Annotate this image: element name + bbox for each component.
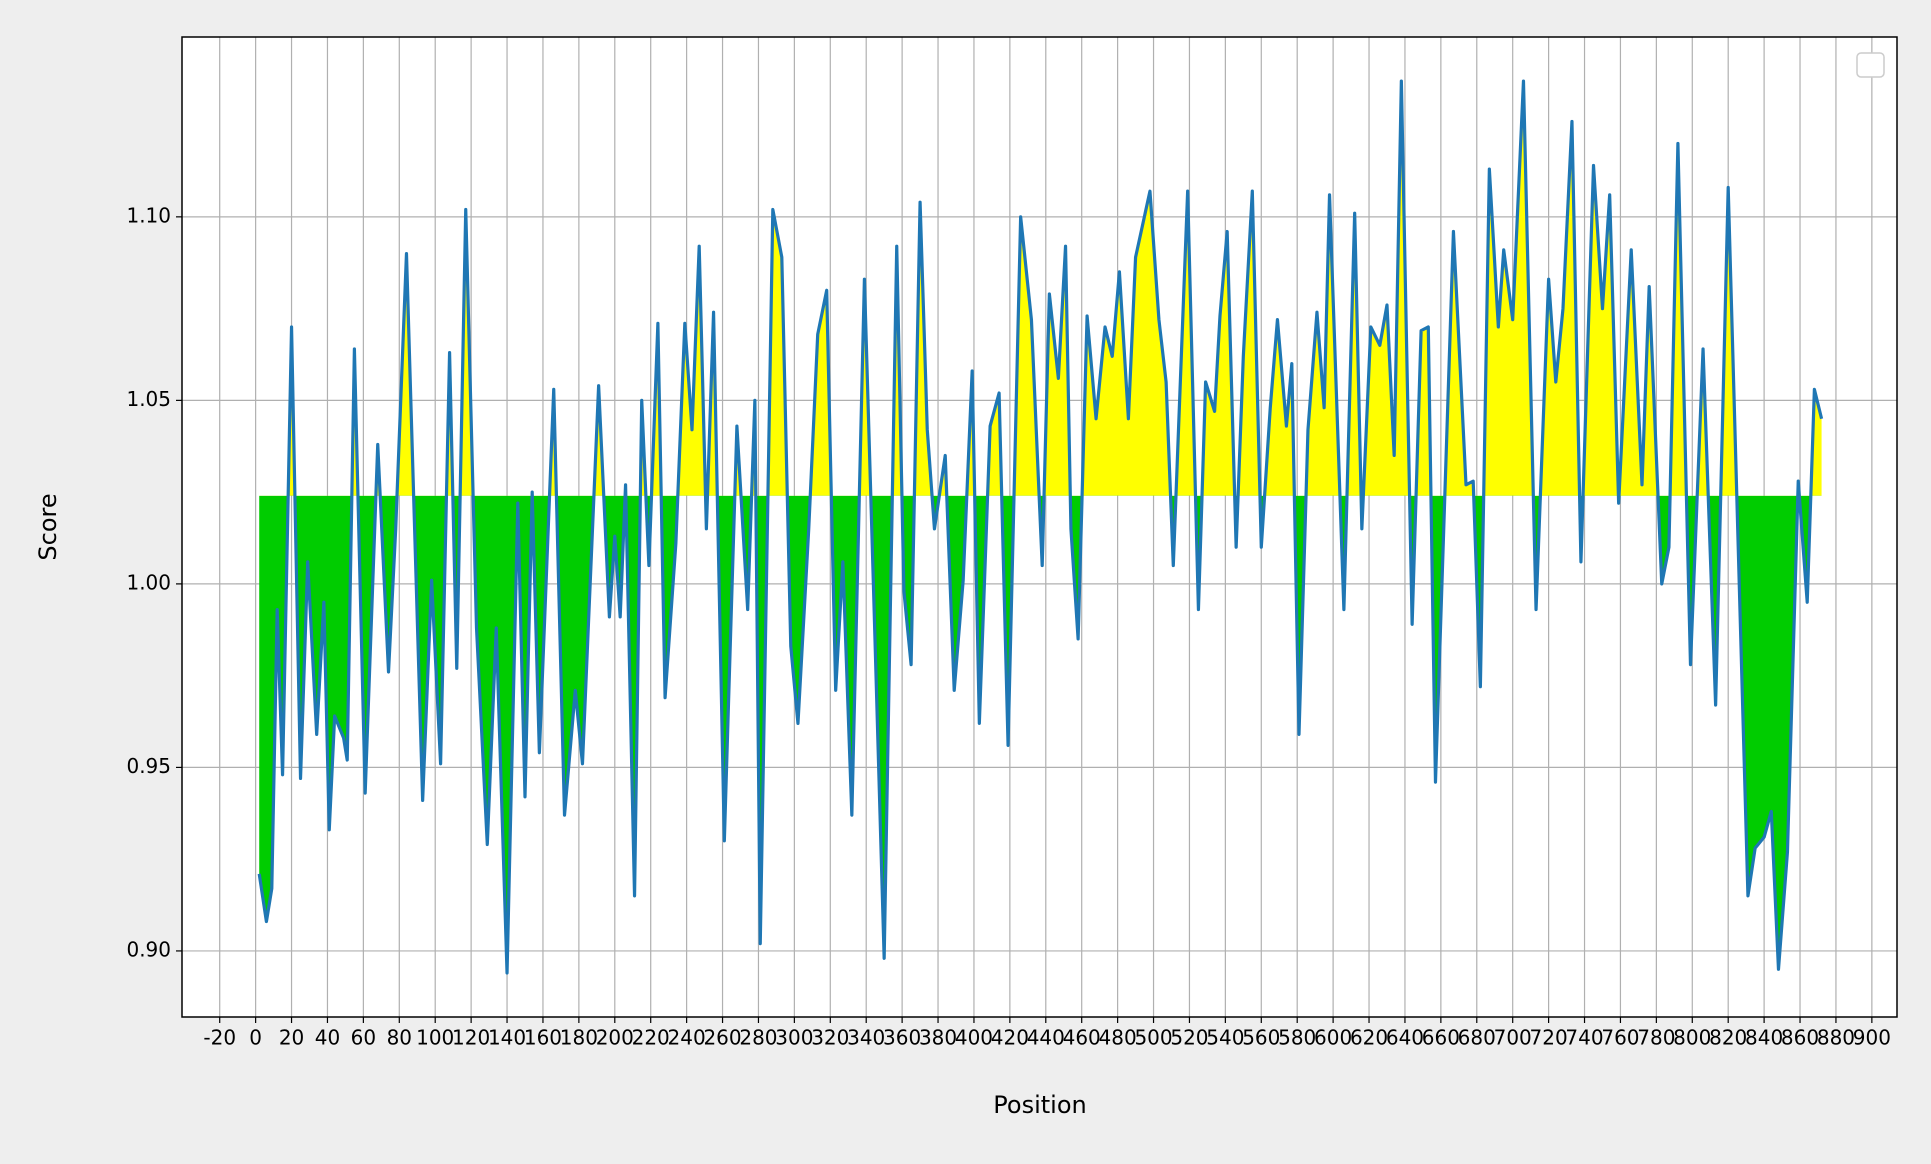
x-tick-label: 900 <box>1853 1026 1891 1050</box>
x-axis-label: Position <box>993 1091 1086 1119</box>
x-tick-label: 180 <box>560 1026 598 1050</box>
x-tick-label: 100 <box>416 1026 454 1050</box>
legend-box <box>1856 52 1885 78</box>
x-tick-label: 880 <box>1817 1026 1855 1050</box>
x-tick-label: 400 <box>955 1026 993 1050</box>
x-tick-label: 440 <box>1027 1026 1065 1050</box>
x-tick-label: 200 <box>596 1026 634 1050</box>
x-tick-label: 280 <box>739 1026 777 1050</box>
x-tick-label: 340 <box>847 1026 885 1050</box>
x-tick-label: 700 <box>1494 1026 1532 1050</box>
x-tick-label: 60 <box>351 1026 376 1050</box>
x-tick-label: 420 <box>991 1026 1029 1050</box>
y-tick-label: 0.90 <box>126 937 171 961</box>
y-tick-label: 0.95 <box>126 754 171 778</box>
y-tick-label: 1.10 <box>126 203 171 227</box>
x-tick-label: 780 <box>1637 1026 1675 1050</box>
x-tick-label: 680 <box>1458 1026 1496 1050</box>
x-tick-label: 260 <box>703 1026 741 1050</box>
x-tick-label: 840 <box>1745 1026 1783 1050</box>
x-tick-label: 0 <box>249 1026 262 1050</box>
x-tick-label: 820 <box>1709 1026 1747 1050</box>
x-tick-label: 660 <box>1422 1026 1460 1050</box>
x-tick-label: 220 <box>632 1026 670 1050</box>
x-tick-label: 360 <box>883 1026 921 1050</box>
x-tick-label: 720 <box>1530 1026 1568 1050</box>
x-tick-label: 300 <box>775 1026 813 1050</box>
score-line <box>257 79 1824 975</box>
x-tick-label: 140 <box>488 1026 526 1050</box>
x-tick-label: 500 <box>1134 1026 1172 1050</box>
y-tick-label: 1.00 <box>126 570 171 594</box>
x-tick-label: 80 <box>387 1026 412 1050</box>
x-tick-label: 320 <box>811 1026 849 1050</box>
y-axis-label: Score <box>34 493 62 560</box>
x-tick-label: 480 <box>1099 1026 1137 1050</box>
x-tick-label: 560 <box>1242 1026 1280 1050</box>
x-tick-label: 580 <box>1278 1026 1316 1050</box>
x-tick-label: 520 <box>1170 1026 1208 1050</box>
x-tick-label: 600 <box>1314 1026 1352 1050</box>
y-tick-label: 1.05 <box>126 387 171 411</box>
x-tick-label: 620 <box>1350 1026 1388 1050</box>
x-tick-label: 460 <box>1063 1026 1101 1050</box>
x-tick-label: 20 <box>279 1026 304 1050</box>
x-tick-label: 860 <box>1781 1026 1819 1050</box>
axes-frame <box>181 36 1898 1018</box>
x-tick-label: 380 <box>919 1026 957 1050</box>
x-tick-label: 540 <box>1206 1026 1244 1050</box>
x-tick-label: 40 <box>315 1026 340 1050</box>
x-tick-label: 120 <box>452 1026 490 1050</box>
x-tick-label: 800 <box>1673 1026 1711 1050</box>
x-tick-label: 640 <box>1386 1026 1424 1050</box>
x-tick-label: 760 <box>1601 1026 1639 1050</box>
x-tick-label: 160 <box>524 1026 562 1050</box>
x-tick-label: 740 <box>1565 1026 1603 1050</box>
x-tick-label: 240 <box>668 1026 706 1050</box>
fill-below <box>259 495 1811 973</box>
x-tick-label: -20 <box>203 1026 236 1050</box>
